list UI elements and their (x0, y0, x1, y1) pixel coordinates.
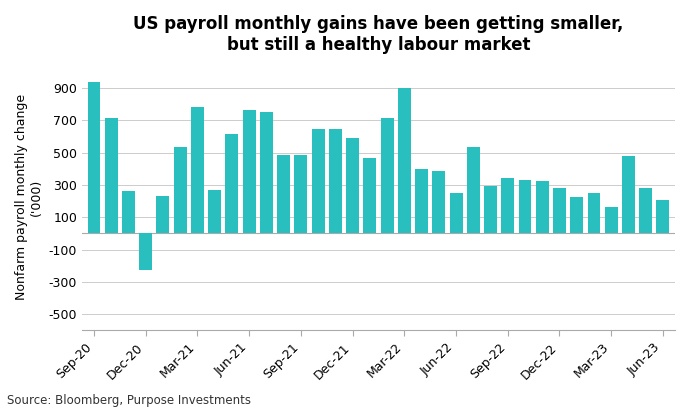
Bar (122, 191, 135, 234)
Bar (346, 138, 359, 234)
Bar (519, 180, 531, 234)
Y-axis label: Nonfarm payroll monthly change
('000): Nonfarm payroll monthly change ('000) (15, 94, 43, 300)
Bar (260, 112, 273, 234)
Title: US payroll monthly gains have been getting smaller,
but still a healthy labour m: US payroll monthly gains have been getti… (133, 15, 624, 54)
Bar (312, 129, 324, 234)
Bar (450, 193, 462, 234)
Bar (622, 156, 635, 234)
Bar (656, 200, 669, 234)
Bar (295, 155, 307, 234)
Text: Source: Bloomberg, Purpose Investments: Source: Bloomberg, Purpose Investments (7, 394, 251, 407)
Bar (174, 147, 187, 234)
Bar (381, 118, 393, 234)
Bar (502, 178, 514, 234)
Bar (208, 190, 221, 234)
Bar (191, 106, 204, 234)
Bar (157, 196, 170, 234)
Bar (139, 234, 152, 270)
Bar (243, 110, 255, 234)
Bar (570, 197, 583, 234)
Bar (467, 147, 480, 234)
Bar (433, 171, 445, 234)
Bar (398, 88, 411, 234)
Bar (535, 181, 549, 234)
Bar (553, 188, 566, 234)
Bar (105, 118, 118, 234)
Bar (226, 134, 238, 234)
Bar (364, 158, 376, 234)
Bar (329, 129, 342, 234)
Bar (604, 207, 618, 234)
Bar (415, 169, 428, 234)
Bar (484, 186, 497, 234)
Bar (639, 188, 652, 234)
Bar (587, 193, 600, 234)
Bar (88, 82, 101, 234)
Bar (277, 155, 290, 234)
